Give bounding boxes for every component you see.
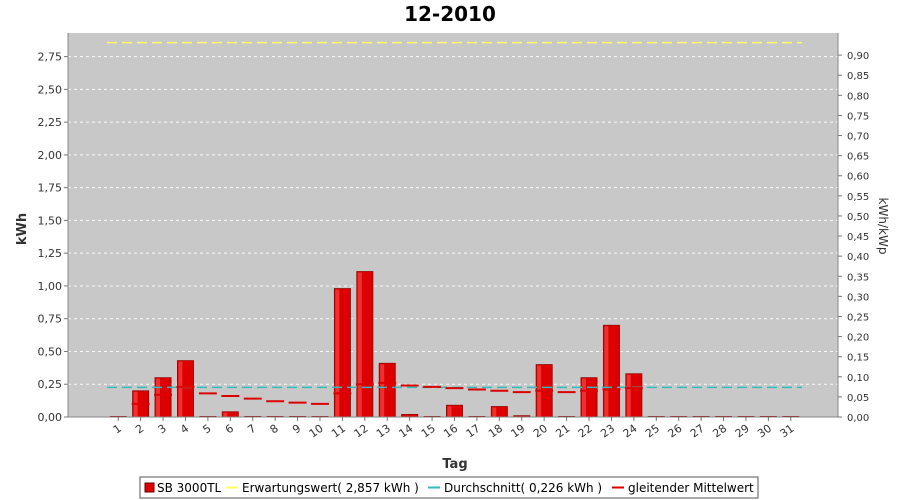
- y-axis-right: 0,00 0,05 0,10 0,15 0,20 0,25 0,30 0,35 0,40 0,45…: [838, 51, 869, 424]
- tick-label-y2: 0,50: [847, 212, 869, 223]
- tick-label-y2: 0,55: [847, 192, 869, 203]
- tick-label-y2: 0,30: [847, 292, 869, 303]
- tick-label-y2: 0,40: [847, 252, 869, 263]
- legend: SB 3000TL Erwartungswert( 2,857 kWh ) Du…: [139, 476, 759, 499]
- tick-label-x: 27: [688, 422, 707, 441]
- tick-label-y2: 0,85: [847, 71, 869, 82]
- y2-axis-label: kWh/kWp: [876, 198, 890, 255]
- tick-label-x: 15: [419, 422, 438, 441]
- tick-label-y2: 0,20: [847, 333, 869, 344]
- tick-label-x: 3: [156, 422, 169, 437]
- tick-label-x: 25: [643, 422, 662, 441]
- tick-label-x: 6: [223, 422, 236, 437]
- tick-label-y: 2,75: [38, 51, 63, 64]
- tick-label-x: 18: [486, 422, 505, 441]
- tick-label-y: 2,50: [38, 83, 63, 96]
- tick-label-x: 14: [396, 422, 415, 441]
- legend-swatch-bar: [144, 482, 155, 493]
- tick-label-y2: 0,15: [847, 353, 869, 364]
- tick-label-y: 1,00: [38, 280, 63, 293]
- tick-label-x: 13: [374, 422, 393, 441]
- tick-label-y2: 0,60: [847, 172, 869, 183]
- axes: [67, 33, 839, 418]
- tick-label-y: 0,75: [38, 313, 63, 326]
- line-series: [107, 41, 802, 405]
- tick-label-y2: 0,65: [847, 152, 869, 163]
- tick-label-y: 2,25: [38, 116, 63, 129]
- tick-label-x: 10: [307, 422, 326, 441]
- tick-label-x: 30: [755, 422, 774, 441]
- tick-label-x: 4: [178, 422, 191, 437]
- x-axis: 1 2 3 4 5 6 7 8 9 10 11 12 13 14 15 16 17 18 19 20 21 22 23 24 2…: [111, 417, 797, 440]
- tick-label-x: 9: [290, 422, 303, 437]
- tick-label-x: 2: [133, 422, 146, 437]
- grid: [68, 56, 838, 418]
- tick-label-y: 0,25: [38, 378, 63, 391]
- tick-label-y2: 0,90: [847, 51, 869, 62]
- plot-area: [68, 33, 838, 417]
- tick-label-y2: 0,00: [847, 413, 869, 424]
- tick-label-y2: 0,25: [847, 312, 869, 323]
- chart-title: 12-2010: [404, 2, 496, 26]
- tick-label-y2: 0,35: [847, 272, 869, 283]
- tick-label-x: 24: [621, 422, 640, 441]
- tick-label-y2: 0,10: [847, 373, 869, 384]
- tick-label-x: 28: [710, 422, 729, 441]
- tick-label-y: 0,00: [38, 411, 63, 424]
- tick-label-y2: 0,45: [847, 232, 869, 243]
- tick-label-y2: 0,80: [847, 91, 869, 102]
- bar-highlight: [626, 374, 631, 417]
- tick-label-x: 8: [268, 422, 281, 437]
- bar-highlight: [155, 378, 161, 417]
- tick-label-y: 1,25: [38, 247, 63, 260]
- tick-label-y2: 0,75: [847, 111, 869, 122]
- bar-highlight: [178, 361, 183, 417]
- bar-highlight: [604, 326, 609, 417]
- bar-highlight: [223, 412, 228, 417]
- tick-label-x: 5: [200, 422, 213, 437]
- tick-label-x: 22: [576, 422, 595, 441]
- y-axis-left: 0,00 0,25 0,50 0,75 1,00 1,25 1,50 1,75 2,00 2,25…: [38, 51, 68, 424]
- legend-item-bar: SB 3000TL: [157, 481, 222, 495]
- legend-box: [139, 476, 759, 499]
- tick-label-y: 1,50: [38, 214, 63, 227]
- tick-label-x: 1: [111, 422, 124, 437]
- bar-highlight: [335, 289, 340, 417]
- tick-label-x: 23: [598, 422, 617, 441]
- bar-highlight: [380, 364, 385, 417]
- x-axis-label: Tag: [442, 457, 467, 472]
- tick-label-x: 20: [531, 422, 550, 441]
- tick-label-x: 19: [509, 422, 528, 441]
- tick-label-x: 16: [441, 422, 460, 441]
- tick-label-y2: 0,05: [847, 393, 869, 404]
- tick-label-x: 11: [329, 422, 348, 441]
- tick-label-y: 2,00: [38, 149, 63, 162]
- tick-label-x: 7: [245, 422, 258, 437]
- bar-highlight: [581, 378, 586, 417]
- bar-highlight: [492, 407, 497, 417]
- tick-label-y2: 0,70: [847, 132, 869, 143]
- tick-label-x: 31: [778, 422, 797, 441]
- tick-label-x: 12: [352, 422, 371, 441]
- y-axis-label: kWh: [15, 213, 30, 245]
- tick-label-x: 17: [464, 422, 483, 441]
- bar-highlight: [447, 406, 452, 417]
- legend-item-moving-average: gleitender Mittelwert: [628, 481, 754, 495]
- tick-label-x: 26: [665, 422, 684, 441]
- tick-label-x: 29: [733, 422, 752, 441]
- tick-label-x: 21: [553, 422, 572, 441]
- bar-highlight: [357, 272, 362, 417]
- tick-label-y: 0,50: [38, 345, 63, 358]
- legend-item-average: Durchschnitt( 0,226 kWh ): [444, 481, 602, 495]
- legend-item-expected: Erwartungswert( 2,857 kWh ): [242, 481, 419, 495]
- tick-label-y: 1,75: [38, 182, 63, 195]
